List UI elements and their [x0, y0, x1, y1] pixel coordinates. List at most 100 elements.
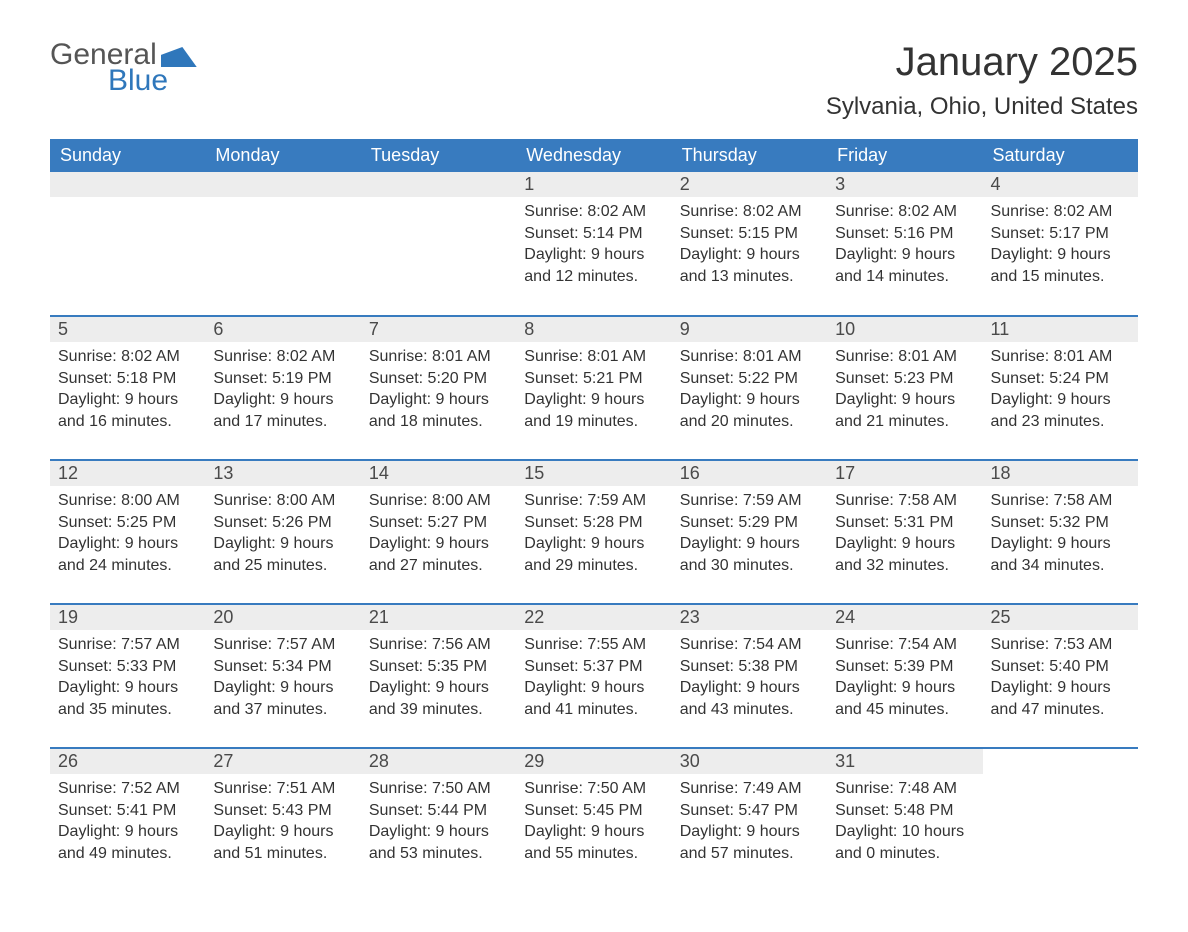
calendar-cell: 1Sunrise: 8:02 AMSunset: 5:14 PMDaylight… [516, 172, 671, 316]
day-body: Sunrise: 7:59 AMSunset: 5:28 PMDaylight:… [516, 486, 671, 586]
sunset-line: Sunset: 5:48 PM [835, 800, 974, 822]
calendar-cell: 17Sunrise: 7:58 AMSunset: 5:31 PMDayligh… [827, 460, 982, 604]
calendar-cell: 20Sunrise: 7:57 AMSunset: 5:34 PMDayligh… [205, 604, 360, 748]
sunrise-line: Sunrise: 7:55 AM [524, 634, 663, 656]
day-body: Sunrise: 7:49 AMSunset: 5:47 PMDaylight:… [672, 774, 827, 874]
day-header: Monday [205, 139, 360, 172]
calendar-cell: 28Sunrise: 7:50 AMSunset: 5:44 PMDayligh… [361, 748, 516, 892]
day-number: 27 [205, 749, 360, 774]
daylight-line: Daylight: 9 hours and 16 minutes. [58, 389, 197, 432]
daylight-line: Daylight: 9 hours and 49 minutes. [58, 821, 197, 864]
calendar-cell [50, 172, 205, 316]
calendar-cell: 13Sunrise: 8:00 AMSunset: 5:26 PMDayligh… [205, 460, 360, 604]
day-body: Sunrise: 8:00 AMSunset: 5:27 PMDaylight:… [361, 486, 516, 586]
sunset-line: Sunset: 5:27 PM [369, 512, 508, 534]
sunrise-line: Sunrise: 7:58 AM [835, 490, 974, 512]
calendar-cell: 4Sunrise: 8:02 AMSunset: 5:17 PMDaylight… [983, 172, 1138, 316]
sunset-line: Sunset: 5:35 PM [369, 656, 508, 678]
day-body: Sunrise: 8:01 AMSunset: 5:22 PMDaylight:… [672, 342, 827, 442]
logo: General Blue [50, 40, 197, 96]
day-body: Sunrise: 7:54 AMSunset: 5:39 PMDaylight:… [827, 630, 982, 730]
sunset-line: Sunset: 5:28 PM [524, 512, 663, 534]
calendar-cell: 30Sunrise: 7:49 AMSunset: 5:47 PMDayligh… [672, 748, 827, 892]
day-header: Saturday [983, 139, 1138, 172]
sunrise-line: Sunrise: 7:51 AM [213, 778, 352, 800]
sunset-line: Sunset: 5:22 PM [680, 368, 819, 390]
day-header-row: Sunday Monday Tuesday Wednesday Thursday… [50, 139, 1138, 172]
sunset-line: Sunset: 5:25 PM [58, 512, 197, 534]
daylight-line: Daylight: 9 hours and 19 minutes. [524, 389, 663, 432]
day-number: 15 [516, 461, 671, 486]
header: General Blue January 2025 Sylvania, Ohio… [50, 40, 1138, 121]
sunrise-line: Sunrise: 7:56 AM [369, 634, 508, 656]
day-body: Sunrise: 8:01 AMSunset: 5:24 PMDaylight:… [983, 342, 1138, 442]
day-number: 23 [672, 605, 827, 630]
daylight-line: Daylight: 9 hours and 37 minutes. [213, 677, 352, 720]
day-number: 10 [827, 317, 982, 342]
day-header: Thursday [672, 139, 827, 172]
calendar-cell: 5Sunrise: 8:02 AMSunset: 5:18 PMDaylight… [50, 316, 205, 460]
sunset-line: Sunset: 5:44 PM [369, 800, 508, 822]
sunrise-line: Sunrise: 8:00 AM [58, 490, 197, 512]
daylight-line: Daylight: 9 hours and 21 minutes. [835, 389, 974, 432]
calendar-cell: 27Sunrise: 7:51 AMSunset: 5:43 PMDayligh… [205, 748, 360, 892]
calendar-cell [205, 172, 360, 316]
sunset-line: Sunset: 5:47 PM [680, 800, 819, 822]
day-body: Sunrise: 8:02 AMSunset: 5:16 PMDaylight:… [827, 197, 982, 297]
calendar-cell: 23Sunrise: 7:54 AMSunset: 5:38 PMDayligh… [672, 604, 827, 748]
day-body: Sunrise: 7:59 AMSunset: 5:29 PMDaylight:… [672, 486, 827, 586]
calendar-cell: 24Sunrise: 7:54 AMSunset: 5:39 PMDayligh… [827, 604, 982, 748]
day-number: 7 [361, 317, 516, 342]
day-number: 18 [983, 461, 1138, 486]
sunrise-line: Sunrise: 7:58 AM [991, 490, 1130, 512]
day-number: 19 [50, 605, 205, 630]
day-number: 17 [827, 461, 982, 486]
calendar-week-row: 19Sunrise: 7:57 AMSunset: 5:33 PMDayligh… [50, 604, 1138, 748]
calendar-cell: 8Sunrise: 8:01 AMSunset: 5:21 PMDaylight… [516, 316, 671, 460]
daylight-line: Daylight: 9 hours and 51 minutes. [213, 821, 352, 864]
day-body: Sunrise: 8:01 AMSunset: 5:23 PMDaylight:… [827, 342, 982, 442]
sunset-line: Sunset: 5:33 PM [58, 656, 197, 678]
day-number: 8 [516, 317, 671, 342]
calendar-table: Sunday Monday Tuesday Wednesday Thursday… [50, 139, 1138, 892]
day-number: 31 [827, 749, 982, 774]
day-number: 29 [516, 749, 671, 774]
daylight-line: Daylight: 9 hours and 47 minutes. [991, 677, 1130, 720]
day-number: 12 [50, 461, 205, 486]
sunset-line: Sunset: 5:34 PM [213, 656, 352, 678]
sunset-line: Sunset: 5:29 PM [680, 512, 819, 534]
day-number: 20 [205, 605, 360, 630]
daylight-line: Daylight: 9 hours and 14 minutes. [835, 244, 974, 287]
sunrise-line: Sunrise: 7:54 AM [680, 634, 819, 656]
calendar-week-row: 12Sunrise: 8:00 AMSunset: 5:25 PMDayligh… [50, 460, 1138, 604]
sunrise-line: Sunrise: 8:02 AM [991, 201, 1130, 223]
daylight-line: Daylight: 9 hours and 12 minutes. [524, 244, 663, 287]
day-body: Sunrise: 7:54 AMSunset: 5:38 PMDaylight:… [672, 630, 827, 730]
sunset-line: Sunset: 5:20 PM [369, 368, 508, 390]
day-body: Sunrise: 8:02 AMSunset: 5:19 PMDaylight:… [205, 342, 360, 442]
day-body: Sunrise: 8:01 AMSunset: 5:21 PMDaylight:… [516, 342, 671, 442]
daylight-line: Daylight: 9 hours and 35 minutes. [58, 677, 197, 720]
day-body: Sunrise: 7:52 AMSunset: 5:41 PMDaylight:… [50, 774, 205, 874]
calendar-cell: 21Sunrise: 7:56 AMSunset: 5:35 PMDayligh… [361, 604, 516, 748]
calendar-cell [983, 748, 1138, 892]
day-number: 26 [50, 749, 205, 774]
calendar-cell: 16Sunrise: 7:59 AMSunset: 5:29 PMDayligh… [672, 460, 827, 604]
sunset-line: Sunset: 5:23 PM [835, 368, 974, 390]
calendar-cell [361, 172, 516, 316]
calendar-cell: 11Sunrise: 8:01 AMSunset: 5:24 PMDayligh… [983, 316, 1138, 460]
sunset-line: Sunset: 5:31 PM [835, 512, 974, 534]
day-body: Sunrise: 8:02 AMSunset: 5:15 PMDaylight:… [672, 197, 827, 297]
calendar-cell: 25Sunrise: 7:53 AMSunset: 5:40 PMDayligh… [983, 604, 1138, 748]
sunset-line: Sunset: 5:40 PM [991, 656, 1130, 678]
sunset-line: Sunset: 5:16 PM [835, 223, 974, 245]
daylight-line: Daylight: 9 hours and 18 minutes. [369, 389, 508, 432]
sunset-line: Sunset: 5:32 PM [991, 512, 1130, 534]
day-number: 11 [983, 317, 1138, 342]
day-number: 24 [827, 605, 982, 630]
sunset-line: Sunset: 5:37 PM [524, 656, 663, 678]
calendar-cell: 14Sunrise: 8:00 AMSunset: 5:27 PMDayligh… [361, 460, 516, 604]
calendar-cell: 18Sunrise: 7:58 AMSunset: 5:32 PMDayligh… [983, 460, 1138, 604]
location-text: Sylvania, Ohio, United States [826, 93, 1138, 121]
day-body: Sunrise: 7:50 AMSunset: 5:44 PMDaylight:… [361, 774, 516, 874]
